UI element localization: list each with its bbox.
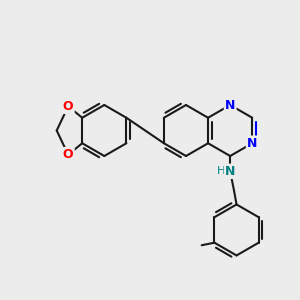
Text: N: N — [225, 165, 236, 178]
Text: O: O — [63, 148, 74, 161]
Text: N: N — [247, 137, 257, 150]
Text: O: O — [63, 100, 74, 113]
Text: N: N — [225, 98, 236, 112]
Text: H: H — [217, 166, 225, 176]
